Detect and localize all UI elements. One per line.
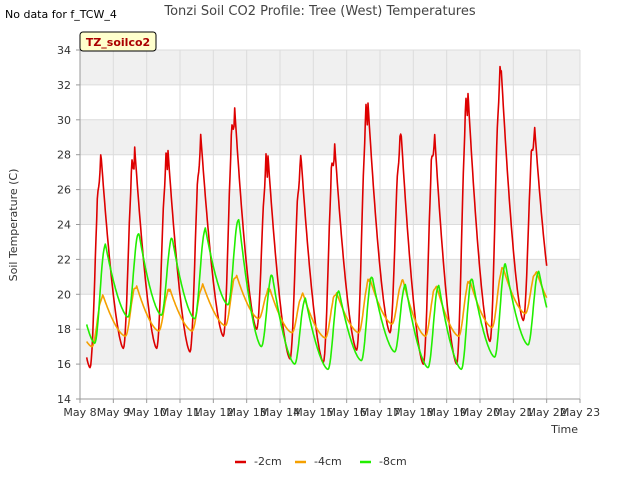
x-tick-label: May 18 bbox=[393, 406, 433, 419]
x-tick-label: May 21 bbox=[493, 406, 533, 419]
legend-label: -8cm bbox=[379, 455, 407, 468]
x-tick-label: May 9 bbox=[97, 406, 130, 419]
no-data-note: No data for f_TCW_4 bbox=[5, 8, 117, 21]
series-layer bbox=[85, 65, 548, 371]
y-tick-label: 14 bbox=[57, 393, 71, 406]
x-tick-label: May 15 bbox=[293, 406, 333, 419]
series-line-8cm bbox=[85, 218, 548, 371]
x-tick-label: May 20 bbox=[460, 406, 500, 419]
series-line-2cm bbox=[85, 65, 548, 369]
legend-label: -4cm bbox=[314, 455, 342, 468]
x-tick-label: May 10 bbox=[127, 406, 167, 419]
site-label-box bbox=[79, 31, 157, 52]
legend-label: -2cm bbox=[254, 455, 282, 468]
x-tick-label: May 16 bbox=[327, 406, 367, 419]
x-tick-label: May 19 bbox=[427, 406, 467, 419]
y-tick-label: 30 bbox=[57, 114, 71, 127]
band bbox=[80, 50, 580, 85]
y-tick-label: 22 bbox=[57, 253, 71, 266]
x-tick-label: May 11 bbox=[160, 406, 200, 419]
y-tick-label: 32 bbox=[57, 79, 71, 92]
x-axis-label: Time bbox=[550, 423, 578, 436]
x-tick-label: May 13 bbox=[227, 406, 267, 419]
x-tick-label: May 23 bbox=[560, 406, 600, 419]
y-tick-label: 26 bbox=[57, 184, 71, 197]
y-tick-label: 16 bbox=[57, 358, 71, 371]
chart-title: Tonzi Soil CO2 Profile: Tree (West) Temp… bbox=[163, 4, 476, 19]
y-tick-label: 34 bbox=[57, 44, 71, 57]
y-tick-label: 18 bbox=[57, 323, 71, 336]
x-tick-label: May 17 bbox=[360, 406, 400, 419]
y-tick-label: 24 bbox=[57, 219, 71, 232]
legend: -2cm -4cm -8cm bbox=[235, 455, 407, 468]
band bbox=[80, 259, 580, 295]
y-axis-label: Soil Temperature (C) bbox=[7, 169, 20, 282]
site-label: TZ_soilco2 bbox=[86, 36, 150, 49]
y-tick-label: 20 bbox=[57, 288, 71, 301]
x-tick-label: May 14 bbox=[260, 406, 300, 419]
x-tick-label: May 22 bbox=[527, 406, 567, 419]
x-tick-label: May 8 bbox=[63, 406, 96, 419]
y-tick-label: 28 bbox=[57, 149, 71, 162]
x-tick-label: May 12 bbox=[193, 406, 233, 419]
